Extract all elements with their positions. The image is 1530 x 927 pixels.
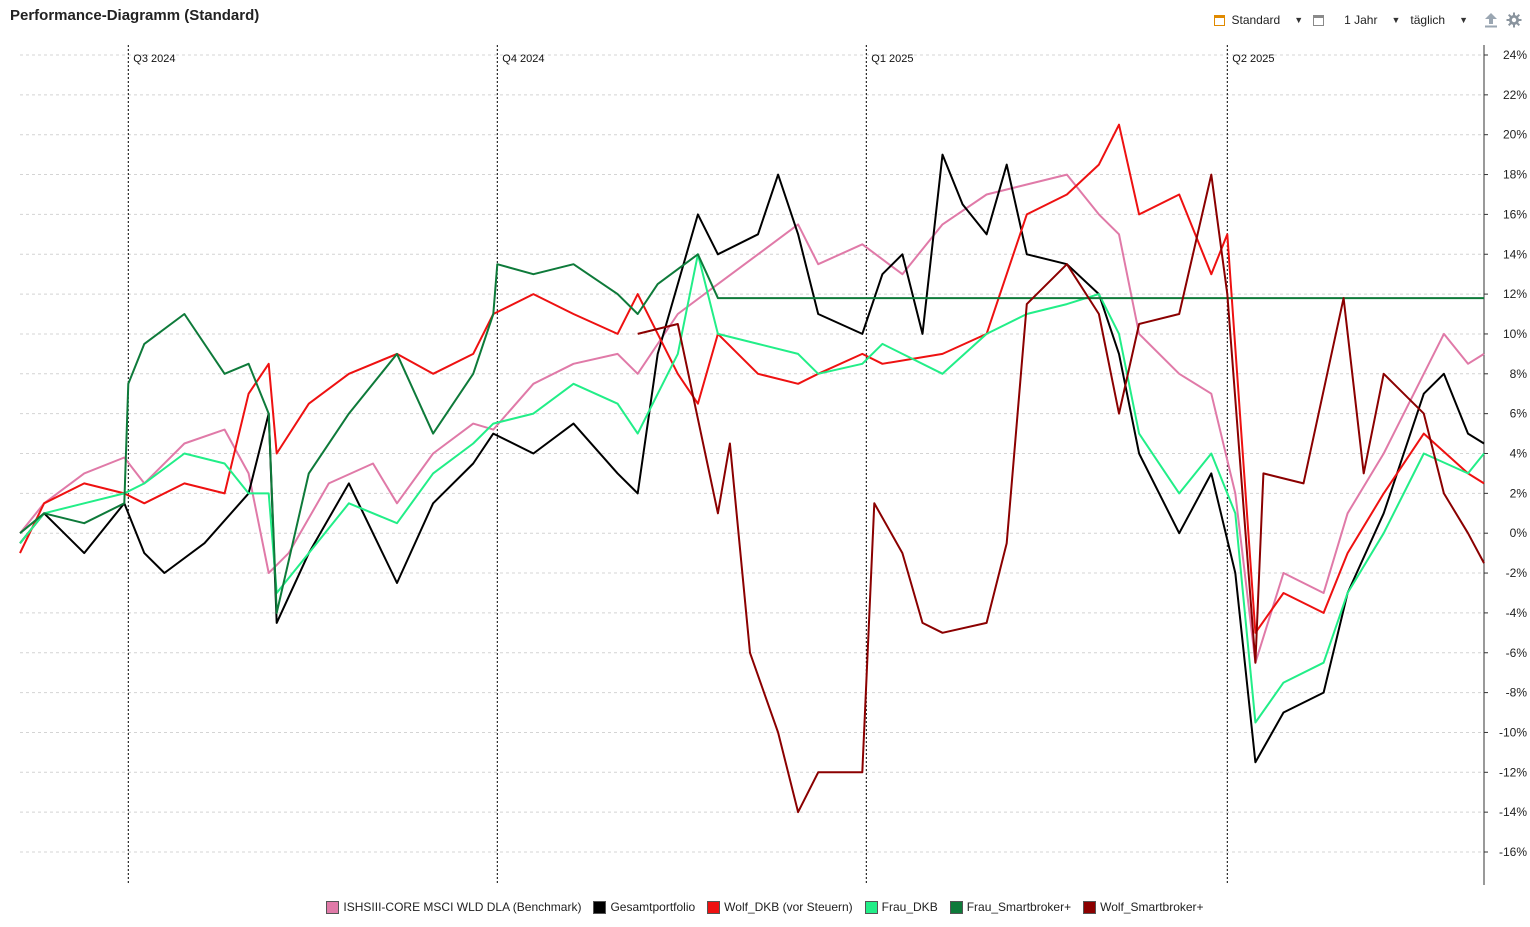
y-tick-label: 18% [1503, 168, 1527, 182]
legend-label: ISHSIII-CORE MSCI WLD DLA (Benchmark) [343, 900, 582, 914]
calendar-icon [1313, 14, 1325, 26]
y-tick-label: 8% [1510, 367, 1528, 381]
export-icon[interactable] [1484, 12, 1498, 28]
legend-item[interactable]: Wolf_Smartbroker+ [1083, 900, 1204, 914]
calendar-icon [1214, 14, 1226, 26]
y-tick-label: 6% [1510, 407, 1528, 421]
y-tick-label: -4% [1506, 606, 1528, 620]
y-tick-label: -10% [1499, 725, 1527, 739]
legend-label: Frau_Smartbroker+ [966, 900, 1072, 914]
gear-icon[interactable] [1506, 12, 1522, 28]
y-tick-label: 2% [1510, 486, 1528, 500]
y-tick-label: 4% [1510, 447, 1528, 461]
series-line-4 [19, 253, 1484, 614]
quarter-label: Q1 2025 [871, 53, 913, 65]
y-tick-label: 20% [1503, 128, 1527, 142]
period-dropdown[interactable]: 1 Jahr ▼ [1313, 13, 1400, 27]
chart-legend: ISHSIII-CORE MSCI WLD DLA (Benchmark) Ges… [0, 900, 1530, 914]
series-line-2 [19, 123, 1485, 634]
chevron-down-icon: ▼ [1459, 15, 1468, 25]
quarter-label: Q3 2024 [133, 53, 175, 65]
y-tick-label: -2% [1506, 566, 1528, 580]
legend-label: Frau_DKB [881, 900, 938, 914]
y-tick-label: 24% [1503, 48, 1527, 62]
legend-label: Wolf_DKB (vor Steuern) [724, 900, 853, 914]
y-tick-label: 12% [1503, 287, 1527, 301]
legend-item[interactable]: Wolf_DKB (vor Steuern) [707, 900, 853, 914]
legend-swatch [1083, 900, 1097, 914]
quarter-label: Q4 2024 [502, 53, 544, 65]
y-tick-label: -16% [1499, 845, 1527, 859]
legend-item[interactable]: ISHSIII-CORE MSCI WLD DLA (Benchmark) [326, 900, 581, 914]
y-tick-label: 22% [1503, 88, 1527, 102]
chart-toolbar: Standard ▼ 1 Jahr ▼ täglich ▼ [1204, 10, 1522, 30]
legend-label: Gesamtportfolio [610, 900, 696, 914]
y-tick-label: 16% [1503, 207, 1527, 221]
y-tick-label: 10% [1503, 327, 1527, 341]
legend-swatch [593, 900, 607, 914]
interval-dropdown[interactable]: täglich ▼ [1410, 13, 1468, 27]
page-title: Performance-Diagramm (Standard) [10, 7, 260, 24]
series-line-5 [637, 173, 1485, 814]
y-tick-label: -8% [1506, 686, 1528, 700]
series-line-3 [19, 253, 1485, 724]
preset-dropdown[interactable]: Standard ▼ [1214, 13, 1303, 27]
y-tick-label: -6% [1506, 646, 1528, 660]
legend-swatch [949, 900, 963, 914]
chevron-down-icon: ▼ [1294, 15, 1304, 25]
series-line-0 [19, 173, 1485, 664]
chevron-down-icon: ▼ [1391, 15, 1401, 25]
legend-swatch [864, 900, 878, 914]
legend-item[interactable]: Frau_DKB [864, 900, 938, 914]
legend-swatch [707, 900, 721, 914]
y-tick-label: 0% [1510, 526, 1528, 540]
period-label: 1 Jahr [1344, 13, 1378, 27]
legend-label: Wolf_Smartbroker+ [1100, 900, 1204, 914]
legend-item[interactable]: Frau_Smartbroker+ [949, 900, 1072, 914]
y-tick-label: -12% [1499, 765, 1527, 779]
interval-label: täglich [1410, 13, 1446, 27]
y-tick-label: -14% [1499, 805, 1527, 819]
performance-chart: Q3 2024 Q4 2024 Q1 2025 Q2 2025 24% 22% 20% 18… [19, 45, 1528, 885]
quarter-label: Q2 2025 [1232, 53, 1274, 65]
legend-swatch [326, 900, 340, 914]
preset-label: Standard [1231, 13, 1281, 27]
y-tick-label: 14% [1503, 247, 1527, 261]
legend-item[interactable]: Gesamtportfolio [593, 900, 695, 914]
